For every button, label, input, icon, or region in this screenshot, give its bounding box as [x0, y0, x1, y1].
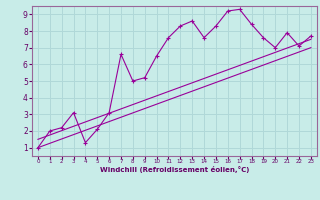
X-axis label: Windchill (Refroidissement éolien,°C): Windchill (Refroidissement éolien,°C): [100, 166, 249, 173]
